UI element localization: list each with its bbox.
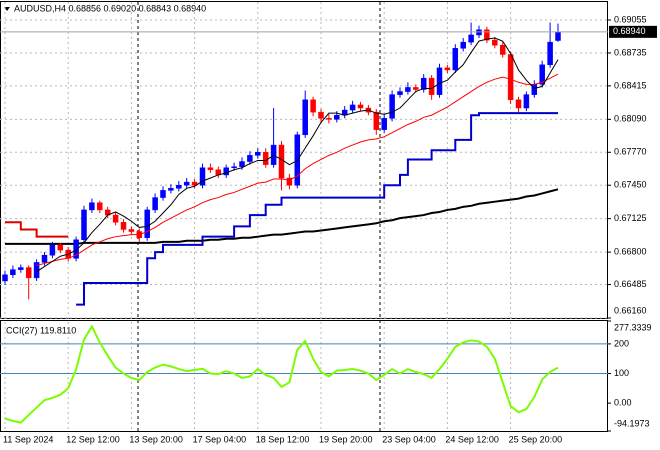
candle-body: [334, 114, 340, 120]
y-tick-label: 0.66800: [614, 246, 647, 256]
candle-body: [239, 161, 245, 167]
candle-body: [373, 111, 380, 130]
x-tick-label: 19 Sep 20:00: [319, 434, 373, 444]
x-tick-label: 25 Sep 20:00: [509, 434, 563, 444]
candle-body: [349, 104, 356, 111]
candle-body: [381, 118, 387, 130]
candle-body: [413, 87, 419, 90]
candle-body: [73, 239, 79, 259]
candle-body: [523, 94, 530, 109]
candle-body: [318, 111, 324, 119]
candle-body: [539, 64, 545, 85]
candle-body: [405, 87, 411, 92]
main-panel-frame: [0, 1, 608, 319]
y-tick-label: 0.67770: [614, 147, 647, 157]
candle-body: [199, 167, 206, 186]
candle-body: [160, 190, 166, 198]
candle-body: [389, 94, 395, 119]
y-tick-label: 0.66160: [614, 305, 647, 315]
candle-body: [460, 41, 466, 49]
candle-body: [555, 31, 561, 41]
indicator-line: [76, 112, 558, 306]
candle-body: [452, 48, 459, 71]
candle-body: [436, 67, 443, 95]
y-tick-label: 0.67125: [614, 213, 647, 223]
candle-body: [231, 166, 237, 168]
y-tick-label: 0.68735: [614, 47, 647, 57]
candle-body: [2, 274, 8, 282]
candle-body: [499, 44, 506, 55]
y-tick-label: 0.67450: [614, 180, 647, 190]
last-price-box: [609, 25, 657, 38]
indicator-title: CCI(27) 119.8110: [6, 325, 76, 335]
y-tick-label: 0.68090: [614, 114, 647, 124]
candle-body: [207, 167, 214, 171]
candle-body: [397, 91, 403, 95]
candle-body: [357, 104, 364, 109]
candle-body: [183, 181, 190, 186]
candle-body: [10, 269, 16, 276]
y-tick-label: 100: [614, 368, 629, 378]
candle-body: [41, 254, 48, 263]
y-tick-label: 0.69055: [614, 14, 647, 24]
candle-body: [25, 267, 32, 279]
x-tick-label: 13 Sep 20:00: [129, 434, 183, 444]
candle-body: [547, 41, 553, 66]
y-tick-label: 0.68415: [614, 80, 647, 90]
y-tick-label: -94.1973: [614, 418, 650, 428]
candle-body: [120, 222, 127, 230]
indicator-line: [36, 73, 559, 266]
candle-body: [152, 197, 158, 211]
candle-body: [531, 84, 538, 95]
chart-title: AUDUSD,H4 0.68856 0.69020 0.68843 0.6894…: [14, 3, 206, 13]
candle-body: [507, 54, 514, 101]
candle-body: [310, 99, 316, 113]
y-tick-label: 200: [614, 338, 629, 348]
candle-body: [49, 244, 56, 256]
candle-body: [444, 67, 451, 71]
candle-body: [128, 229, 135, 232]
indicator-line: [4, 324, 559, 424]
x-tick-label: 18 Sep 12:00: [256, 434, 310, 444]
candle-body: [286, 177, 293, 186]
candle-body: [326, 118, 332, 120]
indicator-line: [36, 37, 559, 273]
candle-body: [492, 39, 498, 46]
x-tick-label: 12 Sep 12:00: [66, 434, 120, 444]
candle-body: [476, 29, 482, 36]
x-tick-label: 17 Sep 04:00: [193, 434, 247, 444]
candle-body: [112, 214, 119, 223]
candle-body: [515, 99, 522, 109]
x-tick-label: 24 Sep 12:00: [445, 434, 499, 444]
candle-body: [262, 152, 269, 165]
candle-body: [302, 99, 308, 136]
candle-body: [278, 144, 285, 179]
candle-body: [176, 184, 182, 189]
last-price-label: 0.68940: [613, 26, 646, 36]
x-tick-label: 23 Sep 04:00: [382, 434, 436, 444]
candle-body: [191, 181, 198, 186]
y-tick-label: 0.66485: [614, 279, 647, 289]
candle-body: [484, 29, 490, 41]
indicator-line: [5, 221, 69, 238]
candle-body: [420, 77, 427, 90]
cci-panel-frame: [0, 320, 608, 432]
candle-body: [255, 152, 261, 156]
candle-body: [89, 202, 95, 211]
candle-body: [247, 155, 253, 162]
candle-body: [144, 209, 150, 238]
candle-body: [81, 209, 87, 241]
candle-body: [428, 77, 435, 95]
y-tick-label: 277.3339: [614, 322, 652, 332]
candle-body: [468, 34, 474, 43]
candle-body: [97, 202, 103, 211]
candle-body: [168, 188, 174, 191]
candle-body: [57, 244, 64, 251]
candle-body: [223, 167, 229, 176]
candle-body: [18, 267, 24, 270]
y-tick-label: 0.00: [614, 397, 632, 407]
x-tick-label: 11 Sep 2024: [3, 434, 53, 444]
